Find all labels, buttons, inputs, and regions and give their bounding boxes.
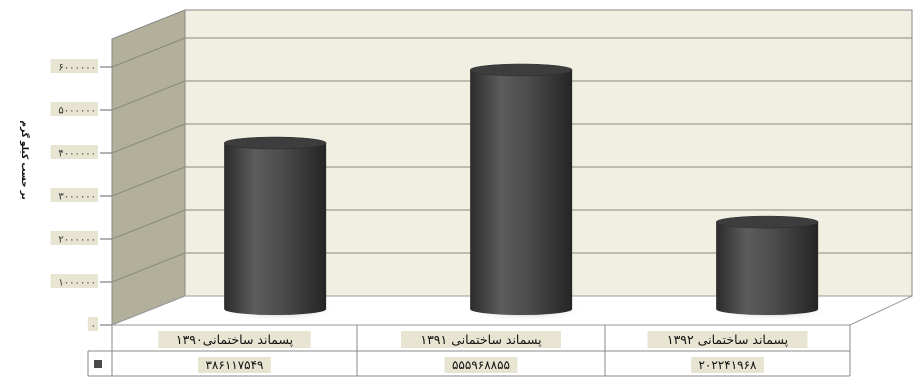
bar-body (716, 222, 819, 316)
y-axis-label: بر حسب کیلو گرم (19, 120, 31, 199)
gridline-side (111, 209, 186, 240)
y-tick-label: ۲۰۰۰۰۰۰ (58, 235, 96, 246)
bar (218, 136, 341, 322)
category-label-bg (158, 331, 311, 348)
y-tick-label-bg (50, 188, 98, 202)
value-label-bg (444, 357, 518, 373)
gridline-side (111, 80, 186, 111)
y-tick-label-bg (50, 59, 98, 73)
y-tick-label-bg (87, 317, 98, 331)
y-tick-label-bg (50, 102, 98, 116)
y-tick-label: ۶۰۰۰۰۰۰ (58, 63, 96, 74)
category-label: پسماند ساختمانی ۱۳۹۱ (420, 332, 542, 347)
bar-top (223, 136, 327, 150)
bar-top (469, 63, 573, 77)
y-tick-label: ۴۰۰۰۰۰۰ (58, 149, 96, 160)
gridline-side (111, 252, 186, 283)
value-label-bg (198, 357, 271, 373)
y-tick-label: ۱۰۰۰۰۰۰ (58, 278, 96, 289)
y-tick-label-bg (50, 274, 98, 288)
y-tick-label-bg (50, 145, 98, 159)
y-tick-label: ۵۰۰۰۰۰۰ (58, 106, 96, 117)
gridline-side (111, 166, 186, 197)
value-label: ۲۰۲۲۴۱۹۶۸ (698, 358, 757, 372)
value-label-bg (691, 357, 764, 373)
category-label: پسماند ساختمانی۱۳۹۰ (176, 332, 294, 347)
category-label-bg (647, 331, 808, 348)
y-tick-label-bg (50, 231, 98, 245)
bar (710, 215, 833, 322)
value-label: ۳۸۶۱۱۷۵۴۹ (205, 358, 263, 372)
gridline-side (111, 37, 186, 68)
category-label-bg (401, 331, 561, 348)
bar-top (715, 215, 819, 229)
bar (464, 63, 587, 322)
bar-body (470, 69, 573, 316)
y-tick-label: ۳۰۰۰۰۰۰ (58, 192, 96, 203)
gridline-side (111, 123, 186, 154)
value-label: ۵۵۵۹۶۸۸۵۵ (452, 358, 510, 372)
category-label: پسماند ساختمانی ۱۳۹۲ (667, 332, 789, 347)
legend-key (94, 360, 102, 368)
y-tick-label: ۰ (91, 321, 96, 332)
bar-body (224, 143, 327, 316)
